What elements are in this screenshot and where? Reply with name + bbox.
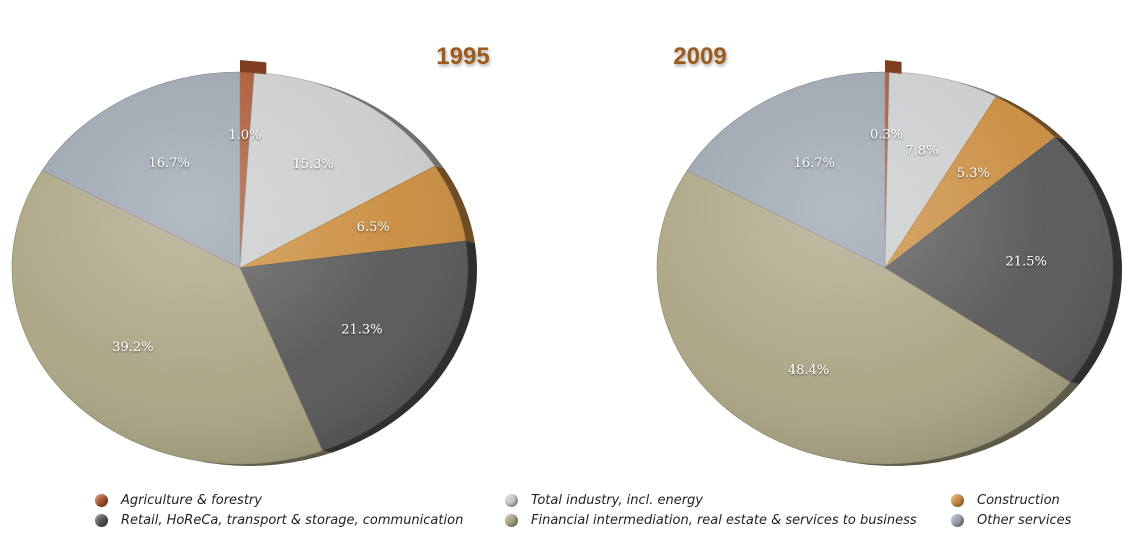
pie-chart-2009: 0.3%7.8% 5.3% 21.5% 48.4% 16.7% — [656, 60, 1122, 466]
data-label-industry: 15.3% — [292, 157, 333, 172]
legend-swatch — [95, 493, 108, 507]
legend-swatch — [951, 493, 964, 507]
pie-charts: 1.0% 15.3% 6.5% 21.3% 39.2% 16.7% 0.3%7.8% 5.3… — [11, 43, 1122, 467]
legend-label: Agriculture & forestry — [121, 492, 262, 508]
legend-label: Other services — [977, 512, 1072, 528]
legend-label: Retail, HoReCa, transport & storage, com… — [121, 512, 464, 528]
chart-title-1995: 1995 — [436, 43, 489, 70]
slice-agriculture-tab — [240, 60, 267, 75]
legend-swatch — [951, 513, 964, 527]
pie-chart-1995: 1.0% 15.3% 6.5% 21.3% 39.2% 16.7% — [11, 60, 477, 467]
legend-item-industry: Total industry, incl. energy — [505, 491, 703, 509]
data-label-agriculture: 0.3% — [870, 128, 903, 143]
data-label-financial: 48.4% — [788, 363, 829, 378]
data-label-industry: 7.8% — [905, 144, 938, 159]
data-label-agriculture: 1.0% — [228, 128, 261, 143]
legend-swatch — [505, 493, 518, 507]
slice-agriculture-tab — [885, 60, 902, 75]
data-label-other: 16.7% — [794, 156, 835, 171]
data-label-retail: 21.5% — [1006, 255, 1047, 270]
data-label-other: 16.7% — [149, 156, 190, 171]
legend-label: Construction — [977, 492, 1060, 508]
legend-swatch — [505, 513, 518, 527]
data-label-construction: 6.5% — [357, 220, 390, 235]
data-label-retail: 21.3% — [341, 323, 382, 338]
legend: Agriculture & forestry Total industry, i… — [0, 488, 1132, 538]
data-label-financial: 39.2% — [112, 340, 153, 355]
legend-item-construction: Construction — [951, 491, 1060, 509]
legend-label: Total industry, incl. energy — [531, 492, 704, 508]
legend-item-financial: Financial intermediation, real estate & … — [505, 511, 917, 529]
legend-item-retail: Retail, HoReCa, transport & storage, com… — [95, 511, 463, 529]
legend-label: Financial intermediation, real estate & … — [531, 512, 917, 528]
data-label-construction: 5.3% — [957, 166, 990, 181]
legend-swatch — [95, 513, 108, 527]
legend-item-other: Other services — [951, 511, 1071, 529]
chart-title-2009: 2009 — [673, 43, 726, 70]
legend-item-agriculture: Agriculture & forestry — [95, 491, 262, 509]
